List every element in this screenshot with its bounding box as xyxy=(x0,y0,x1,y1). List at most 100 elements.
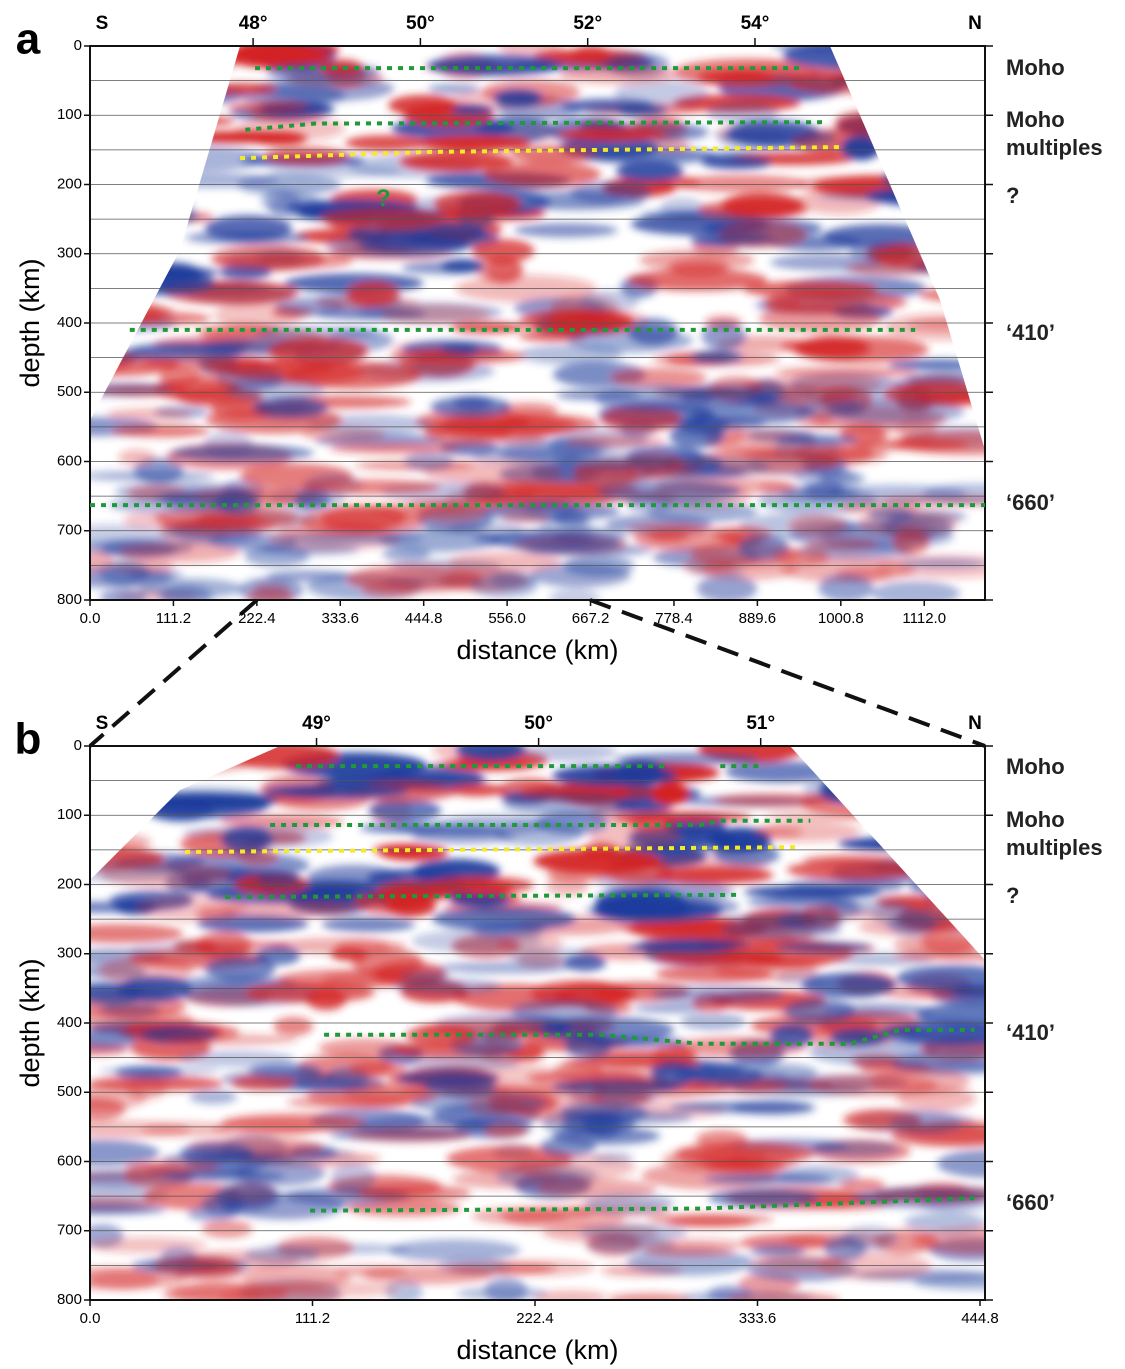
image-blob xyxy=(606,882,737,899)
image-blob xyxy=(448,552,561,573)
image-blob xyxy=(400,970,452,982)
image-blob xyxy=(471,1207,570,1225)
image-blob xyxy=(788,515,848,536)
image-blob xyxy=(713,843,780,867)
horizon-line xyxy=(239,145,841,161)
image-blob xyxy=(872,124,965,137)
image-blob xyxy=(698,199,809,220)
image-blob xyxy=(853,438,970,451)
image-blob xyxy=(855,762,980,783)
image-blob xyxy=(138,750,234,769)
image-blob xyxy=(629,815,675,833)
image-blob xyxy=(900,558,985,569)
x-tick-label: 1000.8 xyxy=(818,610,864,627)
image-blob xyxy=(678,416,729,436)
image-blob xyxy=(859,83,981,99)
image-blob xyxy=(244,545,310,567)
image-blob xyxy=(834,110,892,136)
image-blob xyxy=(153,377,242,402)
image-blob xyxy=(888,359,985,371)
image-blob xyxy=(746,896,858,909)
image-blob xyxy=(405,1024,477,1047)
image-blob xyxy=(427,876,535,894)
image-blob xyxy=(426,54,563,77)
image-blob xyxy=(449,783,506,797)
y-tick-label: 0 xyxy=(74,737,82,754)
image-blob xyxy=(627,117,682,136)
image-blob xyxy=(759,304,883,333)
image-blob xyxy=(514,223,618,238)
image-blob xyxy=(467,1095,525,1117)
horizon-line xyxy=(270,818,811,827)
image-blob xyxy=(485,257,523,284)
image-blob xyxy=(831,766,893,782)
image-blob xyxy=(614,79,709,107)
image-blob xyxy=(286,1095,412,1110)
image-blob xyxy=(749,1244,806,1258)
y-tick-label: 300 xyxy=(57,245,82,262)
y-tick-label: 100 xyxy=(57,806,82,823)
image-blob xyxy=(135,894,248,922)
image-blob xyxy=(769,1023,814,1048)
image-blob xyxy=(529,192,645,211)
image-blob xyxy=(674,174,808,193)
image-blob xyxy=(626,1249,754,1276)
image-blob xyxy=(90,84,158,101)
seismic-image xyxy=(90,46,985,600)
image-blob xyxy=(892,780,985,808)
image-blob xyxy=(615,161,684,182)
image-blob xyxy=(651,1060,695,1088)
image-blob xyxy=(90,923,184,943)
image-blob xyxy=(450,893,510,907)
image-blob xyxy=(189,1089,238,1105)
image-blob xyxy=(90,1204,167,1215)
image-blob xyxy=(754,821,862,842)
image-blob xyxy=(213,301,303,328)
depth-annotation: ‘410’ xyxy=(1006,319,1055,345)
image-blob xyxy=(201,1220,253,1238)
image-blob xyxy=(904,1211,985,1234)
image-blob xyxy=(888,1112,963,1134)
image-blob xyxy=(928,865,985,884)
image-blob xyxy=(866,185,985,207)
image-blob xyxy=(399,351,476,377)
image-blob xyxy=(399,1055,521,1071)
image-blob xyxy=(221,900,357,919)
image-blob xyxy=(252,398,329,417)
image-blob xyxy=(348,1127,472,1143)
panel-label: b xyxy=(15,715,42,764)
x-tick-label: 0.0 xyxy=(80,610,101,627)
image-blob xyxy=(567,328,693,353)
end-label-north: N xyxy=(968,713,982,734)
image-blob xyxy=(90,89,213,105)
image-blob xyxy=(828,398,965,425)
image-blob xyxy=(267,167,402,178)
x-tick-label: 444.8 xyxy=(405,610,443,627)
image-blob xyxy=(244,982,375,1003)
y-axis-label: depth (km) xyxy=(15,958,45,1087)
image-blob xyxy=(687,458,770,477)
image-blob xyxy=(616,105,667,117)
x2-tick-label: 52° xyxy=(573,13,602,34)
image-blob xyxy=(385,1279,423,1300)
x-tick-label: 222.4 xyxy=(516,1310,554,1327)
image-blob xyxy=(559,1102,649,1124)
image-blob xyxy=(918,286,985,303)
image-blob xyxy=(522,746,617,762)
image-blob xyxy=(345,135,427,151)
image-blob xyxy=(826,484,968,503)
depth-annotation: ? xyxy=(1006,883,1020,909)
x2-tick-label: 50° xyxy=(524,713,553,734)
image-blob xyxy=(90,524,174,547)
image-blob xyxy=(90,1266,188,1290)
image-blob xyxy=(388,94,457,116)
inner-label: ? xyxy=(376,185,391,212)
image-blob xyxy=(90,70,216,95)
image-blob xyxy=(764,810,905,821)
image-blob xyxy=(223,46,330,69)
image-blob xyxy=(90,103,159,129)
image-blob xyxy=(861,115,943,137)
image-blob xyxy=(627,268,768,292)
image-blob xyxy=(713,793,835,808)
image-blob xyxy=(220,814,345,829)
